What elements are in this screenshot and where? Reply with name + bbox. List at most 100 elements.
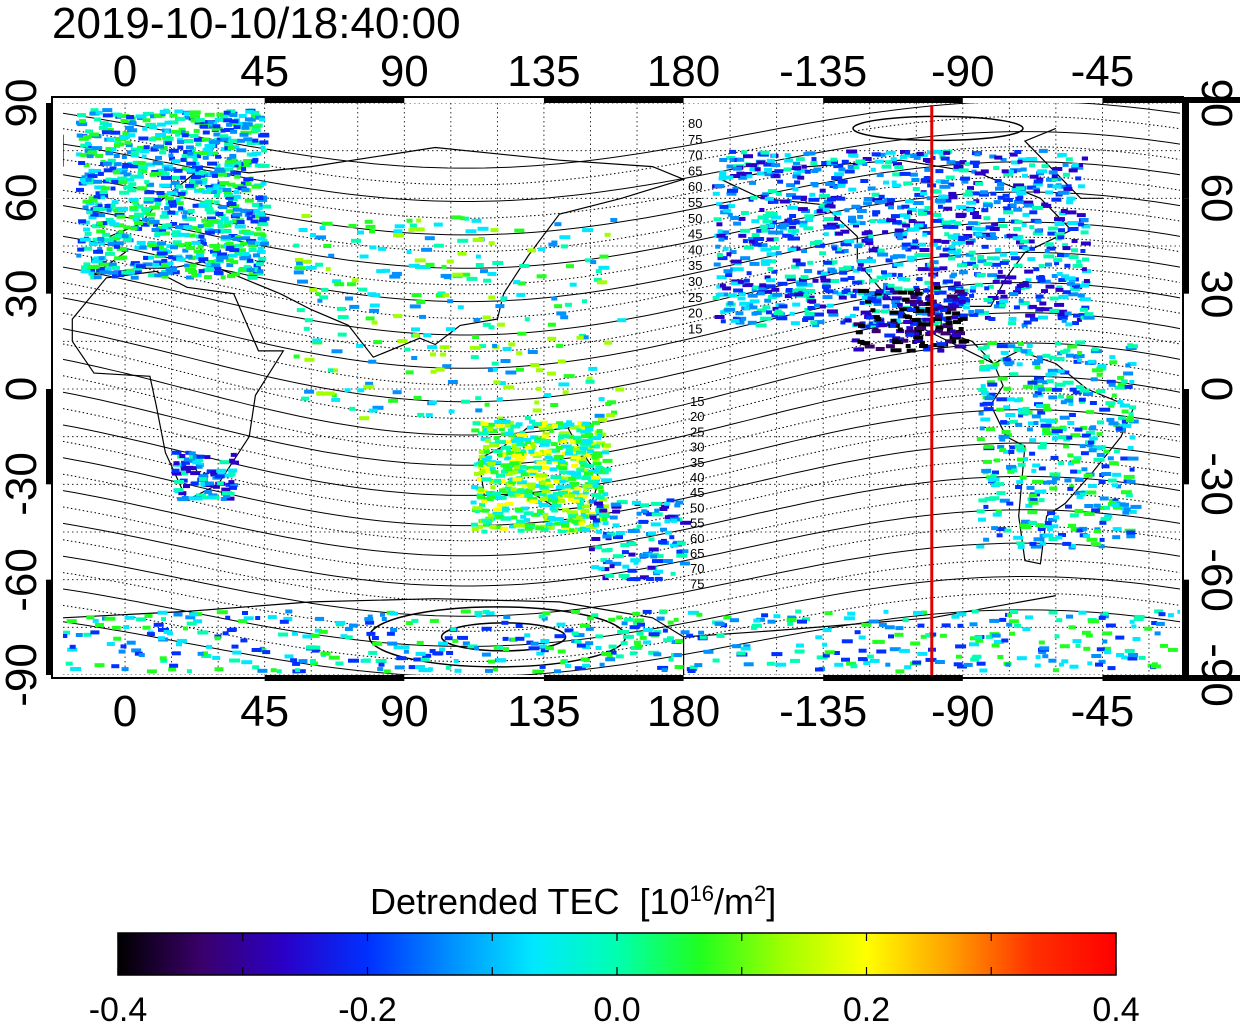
tec-point xyxy=(432,651,444,656)
tec-point xyxy=(1082,534,1090,538)
tec-point xyxy=(1038,650,1047,655)
tec-point xyxy=(1058,309,1068,314)
tec-point xyxy=(800,195,808,200)
tec-point xyxy=(171,471,182,476)
tec-point xyxy=(512,477,522,482)
tec-point xyxy=(484,438,491,443)
tec-point xyxy=(492,449,503,454)
tec-point xyxy=(862,157,872,161)
tec-point xyxy=(184,241,192,246)
tec-point xyxy=(593,483,599,488)
tec-point xyxy=(190,118,201,123)
tec-point xyxy=(489,443,500,448)
tec-point xyxy=(653,630,662,635)
tec-point xyxy=(473,238,484,242)
tec-point xyxy=(259,117,265,122)
tec-point xyxy=(719,283,726,288)
tec-point xyxy=(671,518,677,523)
tec-point xyxy=(909,329,916,334)
tec-point xyxy=(223,494,231,499)
tec-point xyxy=(983,261,993,266)
tec-point xyxy=(1070,544,1076,548)
tec-point xyxy=(934,291,940,295)
tec-point xyxy=(413,227,425,232)
tec-point xyxy=(157,610,168,615)
tec-point xyxy=(893,162,902,167)
tec-point xyxy=(885,258,893,263)
tec-point xyxy=(991,222,999,227)
tec-point xyxy=(232,145,240,150)
tec-point xyxy=(970,211,979,215)
tec-point xyxy=(145,123,155,127)
tec-point xyxy=(1079,492,1086,497)
tec-point xyxy=(1095,662,1103,667)
tec-point xyxy=(654,508,660,513)
tec-point xyxy=(788,228,799,233)
tec-point xyxy=(554,521,564,526)
tec-point xyxy=(1044,249,1050,253)
tec-point xyxy=(124,140,132,145)
tec-point xyxy=(834,216,841,221)
tec-point xyxy=(894,286,903,291)
colorbar-unit-mid: /m xyxy=(714,881,755,922)
tec-point xyxy=(652,559,663,564)
tec-point xyxy=(952,333,961,338)
tec-point xyxy=(937,305,944,310)
tec-point xyxy=(1074,354,1085,358)
tec-point xyxy=(1027,421,1035,426)
tec-point xyxy=(524,526,533,531)
tec-point xyxy=(225,209,234,214)
tec-point xyxy=(794,288,806,293)
tec-point xyxy=(1008,619,1019,624)
tec-point xyxy=(167,210,176,215)
tec-point xyxy=(169,663,179,668)
tec-point xyxy=(853,306,860,311)
tec-point xyxy=(387,641,398,646)
tec-point xyxy=(216,257,224,262)
y-tick-left: -60 xyxy=(0,547,46,612)
tec-point xyxy=(130,153,139,158)
tec-point xyxy=(150,124,157,129)
tec-point xyxy=(1006,233,1018,238)
tec-point xyxy=(861,231,873,236)
tec-point xyxy=(833,164,844,169)
tec-point xyxy=(1029,541,1037,546)
tec-point xyxy=(966,200,977,205)
tec-point xyxy=(511,439,522,444)
tec-point xyxy=(406,218,413,223)
tec-point xyxy=(517,331,527,336)
tec-point xyxy=(792,258,801,263)
tec-point xyxy=(259,163,270,168)
tec-point xyxy=(1080,218,1089,222)
tec-point xyxy=(92,237,102,242)
tec-point xyxy=(363,658,371,663)
tec-point xyxy=(416,218,422,223)
tec-point xyxy=(1061,318,1067,323)
tec-point xyxy=(632,611,641,616)
tec-point xyxy=(610,218,618,222)
tec-point xyxy=(386,631,395,636)
tec-point xyxy=(639,553,649,558)
tec-point xyxy=(898,310,905,315)
tec-point xyxy=(601,478,613,483)
tec-point xyxy=(787,621,794,626)
tec-point xyxy=(948,250,957,255)
tec-point xyxy=(183,484,190,489)
tec-point xyxy=(1061,274,1069,279)
tec-point xyxy=(150,147,158,152)
tec-point xyxy=(910,245,917,250)
tec-point xyxy=(252,203,260,207)
tec-point xyxy=(476,495,485,500)
tec-point xyxy=(1008,169,1014,174)
tec-point xyxy=(75,633,83,637)
tec-point xyxy=(1060,350,1069,355)
tec-point xyxy=(316,391,327,396)
tec-point xyxy=(955,253,962,258)
tec-point xyxy=(659,610,667,615)
tec-point xyxy=(1034,359,1043,364)
tec-point xyxy=(883,609,889,614)
tec-point xyxy=(481,477,492,482)
tec-point xyxy=(346,282,356,287)
tec-point xyxy=(793,171,801,176)
tec-point xyxy=(696,612,703,617)
